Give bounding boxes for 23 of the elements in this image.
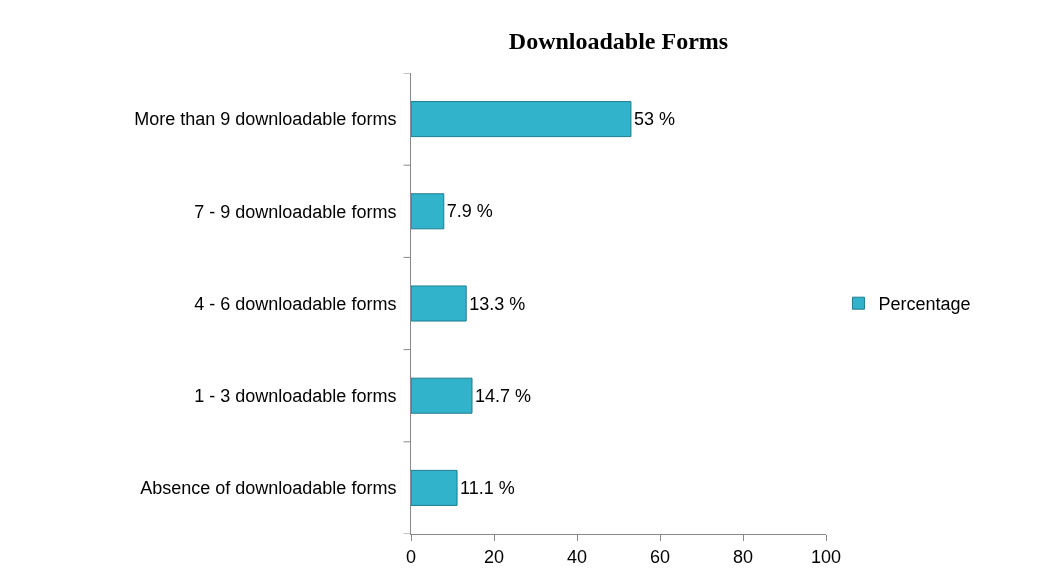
y-tick-label: 1 - 3 downloadable forms: [194, 386, 397, 406]
chart-title: Downloadable Forms: [508, 27, 729, 54]
x-tick-label: 40: [566, 546, 588, 567]
bar: [411, 101, 632, 138]
bar: [411, 285, 467, 322]
legend-label: Percentage: [878, 294, 971, 315]
x-tick-label: 0: [405, 546, 417, 567]
data-label: 14.7 %: [475, 385, 532, 406]
bar: [411, 193, 445, 230]
data-label: 13.3 %: [469, 293, 526, 314]
data-label: 53 %: [633, 109, 675, 130]
y-tick-label: 4 - 6 downloadable forms: [194, 293, 397, 314]
x-tick-label: 80: [732, 546, 754, 567]
bar: [411, 377, 473, 414]
x-tick-label: 60: [649, 546, 671, 567]
x-tick-label: 100: [810, 546, 842, 567]
bar: [411, 469, 458, 506]
y-tick-label: 7 - 9 downloadable forms: [194, 201, 397, 222]
data-label: 7.9 %: [446, 201, 493, 222]
y-tick-label: More than 9 downloadable forms: [134, 109, 397, 130]
data-label: 11.1 %: [460, 477, 515, 498]
y-tick-label: Absence of downloadable forms: [140, 478, 397, 499]
x-tick-label: 20: [483, 546, 505, 567]
